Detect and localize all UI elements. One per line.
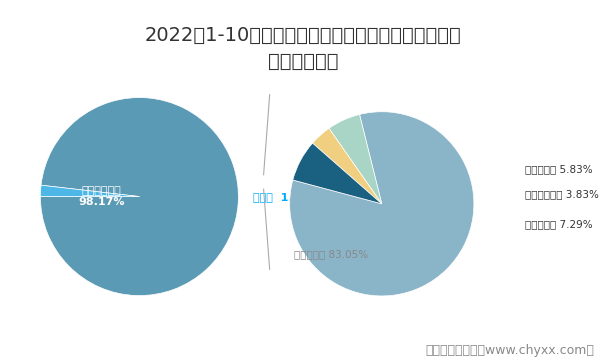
Wedge shape xyxy=(41,185,139,197)
Wedge shape xyxy=(41,98,238,296)
Wedge shape xyxy=(313,128,382,204)
Text: 风力发电量 7.29%: 风力发电量 7.29% xyxy=(525,219,592,229)
Text: 全国其他省份
98.17%: 全国其他省份 98.17% xyxy=(79,186,125,207)
Text: 2022年1-10月江西省发电量占全国比重及该地区各发
电类型占比图: 2022年1-10月江西省发电量占全国比重及该地区各发 电类型占比图 xyxy=(145,25,461,71)
Text: 火力发电量 83.05%: 火力发电量 83.05% xyxy=(294,249,368,260)
Text: 制图：智研咨询（www.chyxx.com）: 制图：智研咨询（www.chyxx.com） xyxy=(425,344,594,357)
Text: 水力发电量 5.83%: 水力发电量 5.83% xyxy=(525,164,592,174)
Text: 太阳能发电量 3.83%: 太阳能发电量 3.83% xyxy=(525,190,599,199)
Wedge shape xyxy=(293,143,382,204)
Text: 江西省  1.83%: 江西省 1.83% xyxy=(253,191,319,202)
Wedge shape xyxy=(290,112,474,296)
Wedge shape xyxy=(329,114,382,204)
